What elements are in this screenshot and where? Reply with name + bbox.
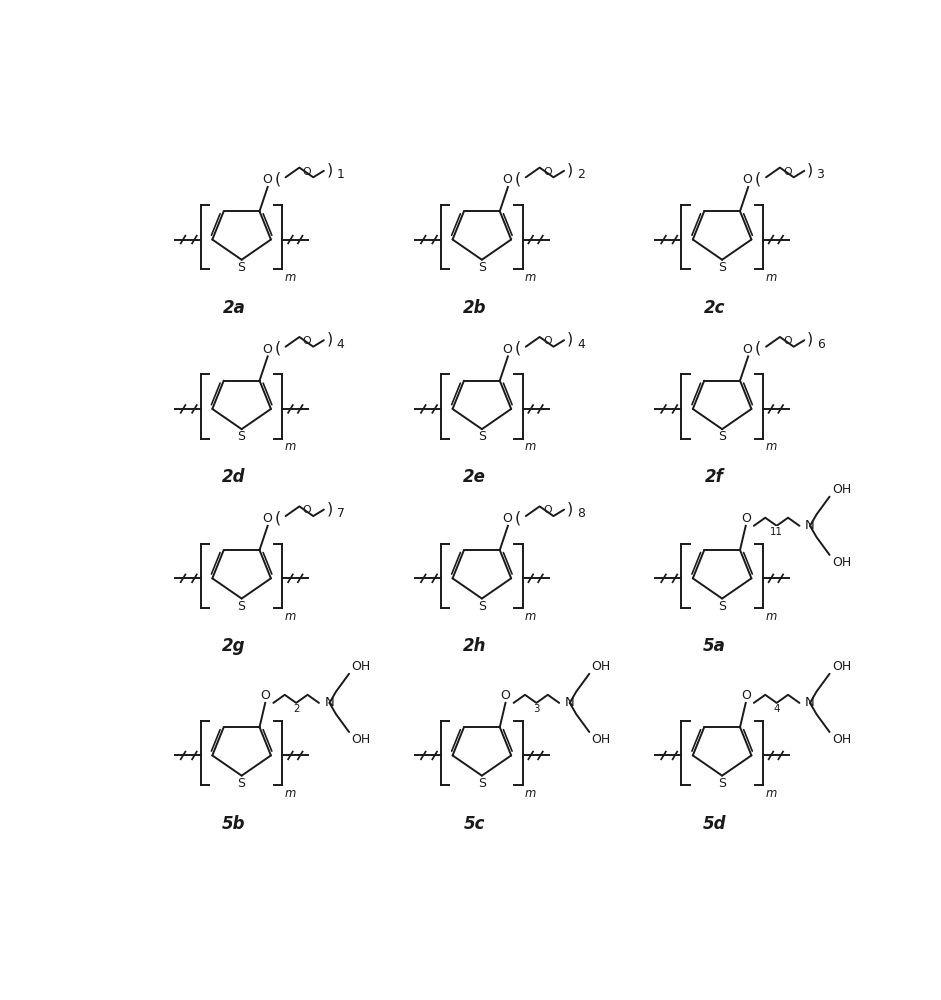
Text: 2e: 2e xyxy=(463,468,486,486)
Text: (: ( xyxy=(755,171,761,186)
Text: OH: OH xyxy=(351,660,371,673)
Text: 6: 6 xyxy=(818,338,825,351)
Text: O: O xyxy=(262,512,272,525)
Text: 4: 4 xyxy=(577,338,585,351)
Text: OH: OH xyxy=(351,733,371,746)
Text: m: m xyxy=(525,610,536,623)
Text: 2c: 2c xyxy=(704,299,726,317)
Text: S: S xyxy=(478,261,486,274)
Text: OH: OH xyxy=(592,660,611,673)
Text: 2h: 2h xyxy=(462,637,486,655)
Text: N: N xyxy=(325,696,334,709)
Text: (: ( xyxy=(275,341,280,356)
Text: O: O xyxy=(502,173,512,186)
Text: O: O xyxy=(741,689,751,702)
Text: S: S xyxy=(238,777,246,790)
Text: S: S xyxy=(238,261,246,274)
Text: 11: 11 xyxy=(770,527,783,537)
Text: O: O xyxy=(261,689,270,702)
Text: S: S xyxy=(718,600,726,613)
Text: 2d: 2d xyxy=(222,468,246,486)
Text: 2g: 2g xyxy=(222,637,246,655)
Text: ): ) xyxy=(566,501,573,516)
Text: O: O xyxy=(502,512,512,525)
Text: 3: 3 xyxy=(818,168,825,181)
Text: m: m xyxy=(525,787,536,800)
Text: O: O xyxy=(262,343,272,356)
Text: 8: 8 xyxy=(577,507,585,520)
Text: m: m xyxy=(284,440,296,453)
Text: ): ) xyxy=(566,163,573,178)
Text: S: S xyxy=(478,600,486,613)
Text: N: N xyxy=(565,696,575,709)
Text: 3: 3 xyxy=(534,704,539,714)
Text: ): ) xyxy=(327,163,332,178)
Text: O: O xyxy=(501,689,510,702)
Text: 1: 1 xyxy=(337,168,344,181)
Text: m: m xyxy=(284,610,296,623)
Text: O: O xyxy=(741,512,751,525)
Text: 2a: 2a xyxy=(222,299,246,317)
Text: 2: 2 xyxy=(577,168,585,181)
Text: 5c: 5c xyxy=(463,815,485,833)
Text: (: ( xyxy=(275,510,280,525)
Text: ): ) xyxy=(327,501,332,516)
Text: 5b: 5b xyxy=(222,815,246,833)
Text: S: S xyxy=(718,777,726,790)
Text: (: ( xyxy=(755,341,761,356)
Text: S: S xyxy=(478,777,486,790)
Text: m: m xyxy=(525,440,536,453)
Text: ): ) xyxy=(806,332,813,347)
Text: O: O xyxy=(303,167,311,177)
Text: O: O xyxy=(742,173,752,186)
Text: O: O xyxy=(783,167,792,177)
Text: S: S xyxy=(478,430,486,443)
Text: 2b: 2b xyxy=(462,299,486,317)
Text: S: S xyxy=(718,261,726,274)
Text: O: O xyxy=(742,343,752,356)
Text: O: O xyxy=(543,505,551,515)
Text: (: ( xyxy=(515,171,520,186)
Text: m: m xyxy=(284,787,296,800)
Text: 4: 4 xyxy=(337,338,344,351)
Text: OH: OH xyxy=(832,660,851,673)
Text: O: O xyxy=(262,173,272,186)
Text: m: m xyxy=(765,787,776,800)
Text: O: O xyxy=(502,343,512,356)
Text: m: m xyxy=(525,271,536,284)
Text: m: m xyxy=(765,440,776,453)
Text: 5d: 5d xyxy=(703,815,726,833)
Text: OH: OH xyxy=(592,733,611,746)
Text: 7: 7 xyxy=(337,507,344,520)
Text: ): ) xyxy=(566,332,573,347)
Text: OH: OH xyxy=(832,483,851,496)
Text: m: m xyxy=(765,610,776,623)
Text: m: m xyxy=(284,271,296,284)
Text: 5a: 5a xyxy=(703,637,726,655)
Text: S: S xyxy=(238,430,246,443)
Text: (: ( xyxy=(515,510,520,525)
Text: ): ) xyxy=(806,163,813,178)
Text: S: S xyxy=(238,600,246,613)
Text: OH: OH xyxy=(832,556,851,569)
Text: O: O xyxy=(303,505,311,515)
Text: OH: OH xyxy=(832,733,851,746)
Text: N: N xyxy=(805,696,815,709)
Text: 2: 2 xyxy=(293,704,299,714)
Text: (: ( xyxy=(275,171,280,186)
Text: O: O xyxy=(303,336,311,346)
Text: O: O xyxy=(543,336,551,346)
Text: ): ) xyxy=(327,332,332,347)
Text: O: O xyxy=(543,167,551,177)
Text: 2f: 2f xyxy=(705,468,724,486)
Text: 4: 4 xyxy=(774,704,780,714)
Text: (: ( xyxy=(515,341,520,356)
Text: N: N xyxy=(805,519,815,532)
Text: O: O xyxy=(783,336,792,346)
Text: S: S xyxy=(718,430,726,443)
Text: m: m xyxy=(765,271,776,284)
